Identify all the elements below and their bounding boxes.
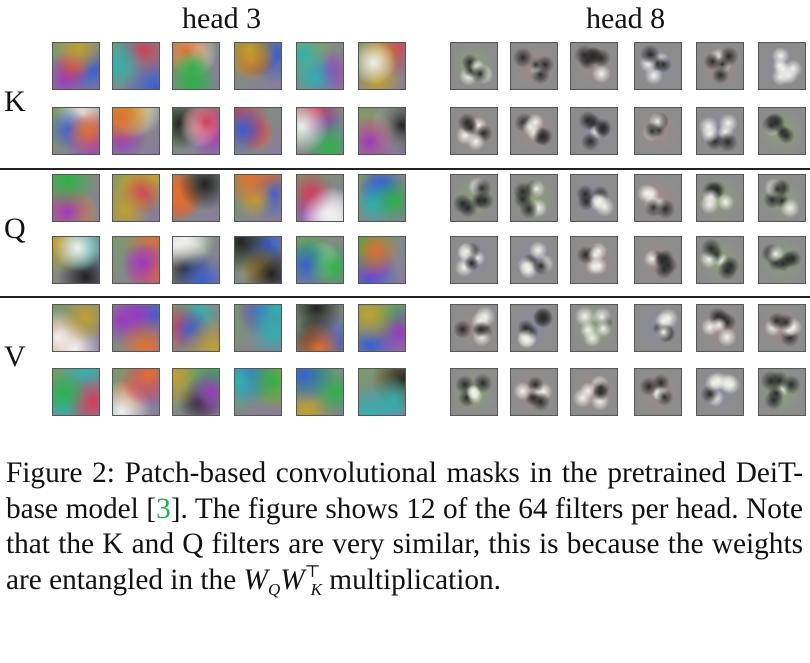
filter-tile-head8 (696, 236, 744, 284)
filter-tile-head3 (296, 236, 344, 284)
filter-tile-head3 (172, 304, 220, 352)
filter-tile-head8 (758, 368, 806, 416)
row-label-q: Q (4, 212, 26, 245)
filter-tile-head3 (358, 174, 406, 222)
citation-link[interactable]: 3 (156, 492, 171, 525)
filter-tile-head3 (296, 368, 344, 416)
filter-tile-head8 (634, 107, 682, 155)
filter-tile-head8 (510, 107, 558, 155)
filter-tile-head8 (450, 236, 498, 284)
filter-tile-head3 (112, 236, 160, 284)
separator-kq (0, 168, 810, 170)
filter-tile-head8 (450, 368, 498, 416)
filter-tile-head3 (172, 368, 220, 416)
filter-tile-head8 (696, 42, 744, 90)
filter-tile-head3 (296, 107, 344, 155)
filter-tile-head8 (510, 304, 558, 352)
filter-tile-head8 (570, 174, 618, 222)
filter-tile-head3 (296, 42, 344, 90)
filter-tile-head3 (358, 42, 406, 90)
filter-tile-head3 (234, 107, 282, 155)
filter-tile-head3 (358, 236, 406, 284)
header-head8: head 8 (586, 2, 666, 35)
filter-tile-head3 (112, 42, 160, 90)
filter-tile-head8 (510, 42, 558, 90)
filter-tile-head8 (450, 174, 498, 222)
caption-text-1: Figure 2: Patch-based convolutional mask… (6, 457, 803, 525)
header-head3: head 3 (182, 2, 262, 35)
filter-tile-head3 (112, 304, 160, 352)
filter-tile-head3 (52, 174, 100, 222)
figure-caption: Figure 2: Patch-based convolutional mask… (6, 456, 803, 598)
filter-tile-head3 (172, 236, 220, 284)
filter-tile-head8 (570, 107, 618, 155)
filter-tile-head8 (570, 304, 618, 352)
row-label-k: K (4, 85, 26, 118)
filter-tile-head8 (634, 174, 682, 222)
filter-tile-head3 (172, 42, 220, 90)
filter-tile-head8 (510, 236, 558, 284)
filter-tile-head3 (52, 107, 100, 155)
filter-tile-head3 (112, 368, 160, 416)
row-label-v: V (4, 340, 26, 373)
separator-qv (0, 296, 810, 298)
filter-tile-head8 (570, 368, 618, 416)
filter-tile-head8 (696, 107, 744, 155)
filter-tile-head3 (234, 42, 282, 90)
filter-tile-head3 (358, 107, 406, 155)
filter-tile-head8 (450, 107, 498, 155)
filter-tile-head8 (510, 174, 558, 222)
filter-tile-head3 (52, 368, 100, 416)
filter-tile-head8 (696, 368, 744, 416)
filter-tile-head3 (358, 304, 406, 352)
caption-text-3: multiplication. (321, 563, 501, 596)
caption-formula: WQW⊤K (243, 561, 322, 599)
filter-tile-head3 (234, 368, 282, 416)
filter-tile-head3 (112, 107, 160, 155)
filter-tile-head3 (52, 236, 100, 284)
filter-tile-head8 (570, 236, 618, 284)
filter-tile-head3 (234, 304, 282, 352)
filter-tile-head8 (758, 236, 806, 284)
filter-tile-head8 (758, 174, 806, 222)
caption-text-2: ]. The figure shows 12 of the 64 filters… (6, 492, 803, 596)
filter-tile-head8 (758, 42, 806, 90)
filter-tile-head3 (52, 42, 100, 90)
filter-tile-head3 (112, 174, 160, 222)
filter-tile-head8 (450, 42, 498, 90)
filter-tile-head8 (634, 236, 682, 284)
filter-tile-head3 (234, 174, 282, 222)
filter-tile-head8 (696, 304, 744, 352)
filter-tile-head3 (172, 174, 220, 222)
filter-tile-head8 (570, 42, 618, 90)
filter-tile-head8 (634, 368, 682, 416)
filter-tile-head3 (296, 174, 344, 222)
filter-tile-head3 (296, 304, 344, 352)
filter-tile-head8 (758, 107, 806, 155)
filter-tile-head8 (634, 42, 682, 90)
filter-tile-head3 (234, 236, 282, 284)
filter-tile-head8 (510, 368, 558, 416)
filter-tile-head3 (358, 368, 406, 416)
filter-tile-head3 (172, 107, 220, 155)
filter-tile-head8 (696, 174, 744, 222)
filter-tile-head3 (52, 304, 100, 352)
filter-tile-head8 (450, 304, 498, 352)
filter-tile-head8 (758, 304, 806, 352)
filter-tile-head8 (634, 304, 682, 352)
